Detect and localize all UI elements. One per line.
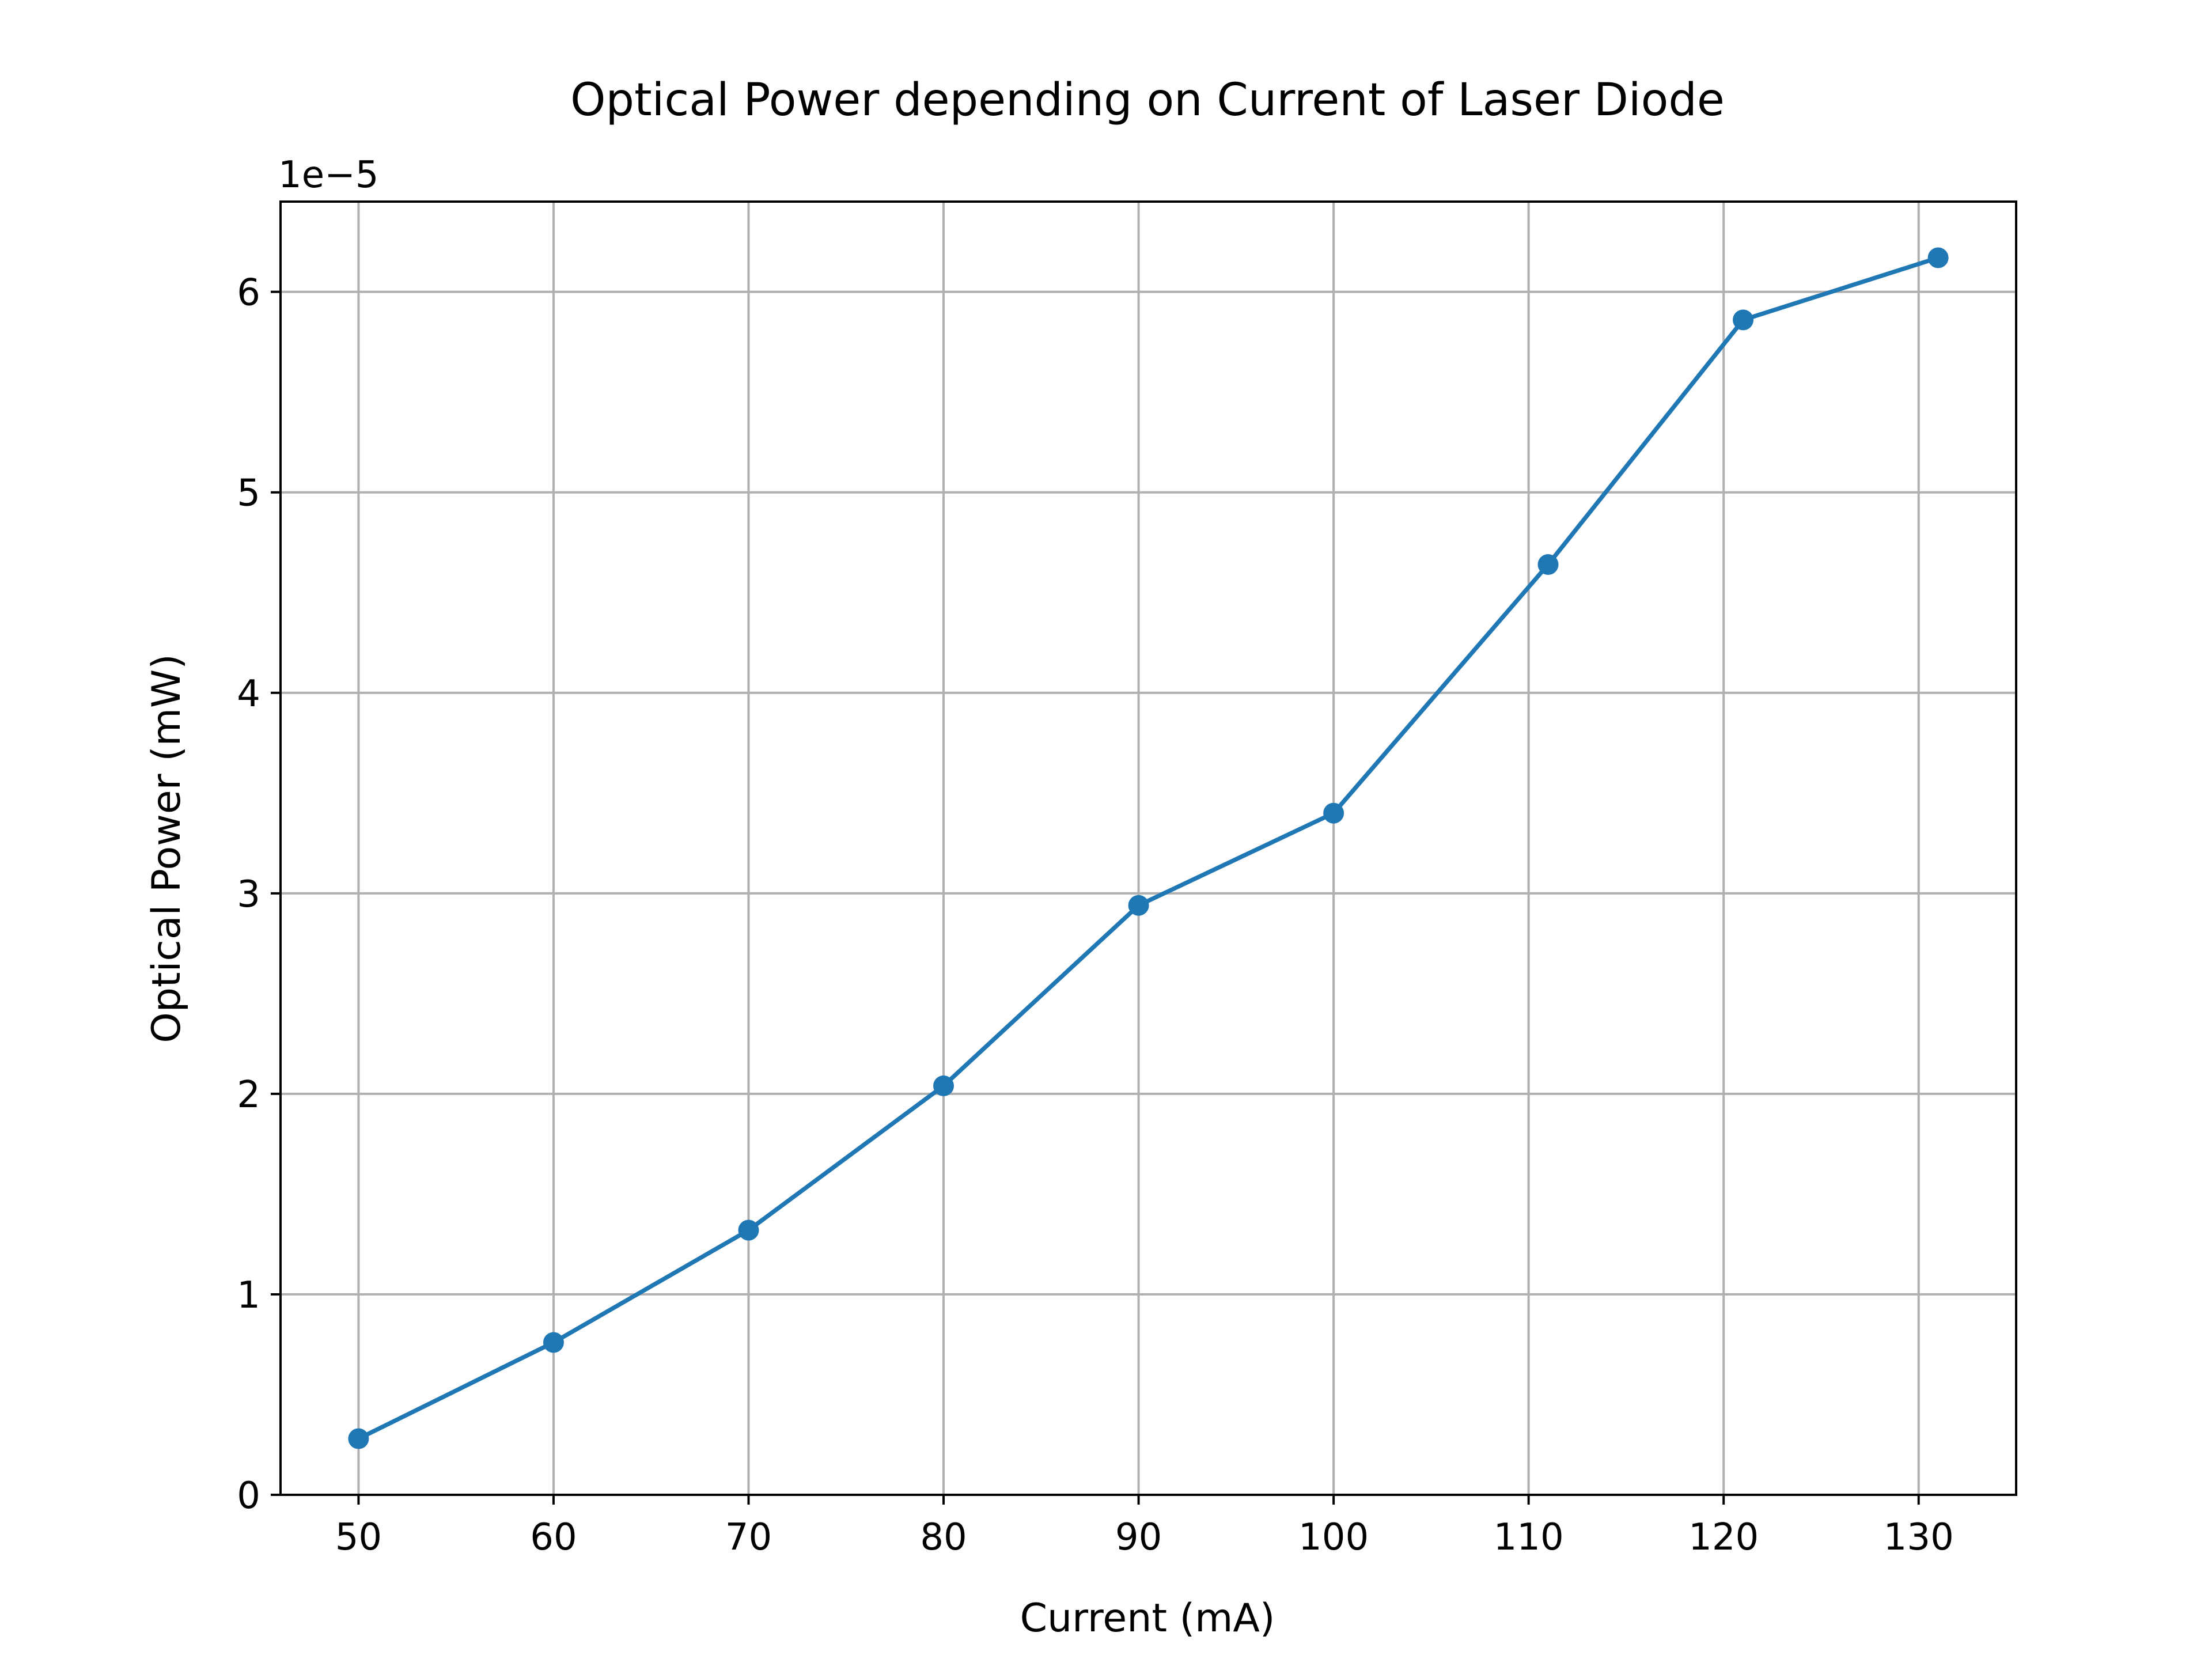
axis-ticks: 50 60 70 80 90 100 110 120 130 0 1 2 3 4 5 6	[237, 272, 1954, 1559]
y-axis-multiplier: 1e−5	[278, 154, 378, 196]
plot-area-frame	[279, 200, 2017, 1496]
y-tick-label: 4	[237, 673, 260, 715]
data-series	[348, 247, 1949, 1449]
y-tick-label: 2	[237, 1074, 260, 1116]
y-axis-label: Optical Power (mW)	[144, 654, 190, 1043]
grid-lines	[281, 202, 2016, 1496]
x-tick-label: 130	[1884, 1516, 1954, 1559]
x-tick-label: 120	[1688, 1516, 1759, 1559]
x-tick-label: 70	[725, 1516, 772, 1559]
x-tick-label: 100	[1298, 1516, 1369, 1559]
x-tick-label: 90	[1115, 1516, 1162, 1559]
y-tick-label: 1	[237, 1274, 260, 1317]
x-tick-label: 80	[920, 1516, 967, 1559]
data-point	[1323, 802, 1344, 824]
y-tick-label: 6	[237, 272, 260, 315]
x-tick-label: 50	[335, 1516, 382, 1559]
chart-title: Optical Power depending on Current of La…	[570, 74, 1725, 126]
data-point	[1128, 895, 1149, 916]
y-tick-label: 5	[237, 472, 260, 515]
data-point	[1537, 554, 1559, 575]
y-tick-label: 0	[237, 1475, 260, 1517]
data-point	[738, 1219, 759, 1241]
data-point	[543, 1332, 564, 1353]
x-axis-label: Current (mA)	[1020, 1596, 1275, 1641]
data-point	[1927, 247, 1949, 268]
x-tick-label: 110	[1494, 1516, 1564, 1559]
data-point	[1733, 309, 1754, 331]
data-point	[933, 1075, 955, 1096]
x-tick-label: 60	[530, 1516, 577, 1559]
y-tick-label: 3	[237, 873, 260, 916]
data-point	[348, 1428, 369, 1449]
